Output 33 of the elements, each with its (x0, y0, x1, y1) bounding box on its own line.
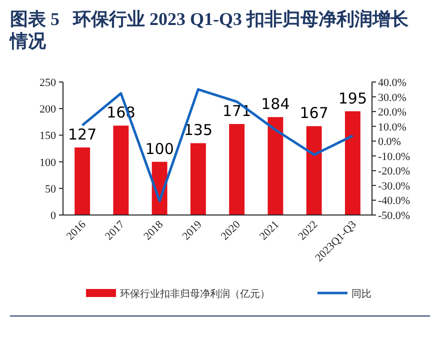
bar (190, 143, 206, 215)
data-label: 167 (300, 104, 328, 122)
data-label: 135 (184, 121, 213, 140)
y-tick-label: 150 (40, 130, 56, 142)
y2-tick-label: 0.0% (378, 136, 401, 148)
y-tick-label: 0 (50, 210, 56, 222)
y2-tick-label: -30.0% (378, 180, 410, 192)
data-label: 184 (261, 95, 290, 114)
bar (268, 117, 284, 215)
chart-title: 图表 5 环保行业 2023 Q1-Q3 扣非归母净利润增长情况 (10, 8, 410, 52)
legend-label: 环保行业扣非归母净利润（亿元） (120, 288, 270, 300)
y-tick-label: 250 (40, 77, 56, 89)
y2-tick-label: 20.0% (378, 106, 406, 119)
y2-tick-label: -40.0% (378, 195, 410, 208)
data-label: 127 (68, 125, 97, 144)
data-label: 100 (145, 140, 174, 158)
bar (306, 126, 322, 215)
y2-tick-label: 40.0% (378, 77, 406, 89)
y2-tick-label: 10.0% (378, 121, 406, 134)
bar (229, 124, 245, 215)
y2-tick-label: 30.0% (378, 92, 406, 104)
y-tick-label: 50 (45, 183, 56, 196)
legend-label: 同比 (352, 288, 372, 300)
y2-tick-label: -10.0% (378, 150, 410, 163)
y-tick-label: 100 (40, 156, 56, 169)
bar (74, 147, 90, 215)
x-tick-label: 2021 (258, 218, 282, 243)
y-tick-label: 200 (40, 104, 56, 116)
y2-tick-label: -50.0% (378, 210, 410, 222)
bar (344, 111, 360, 215)
y2-tick-label: -20.0% (378, 166, 410, 178)
data-label: 195 (338, 89, 368, 108)
bar (113, 126, 129, 215)
